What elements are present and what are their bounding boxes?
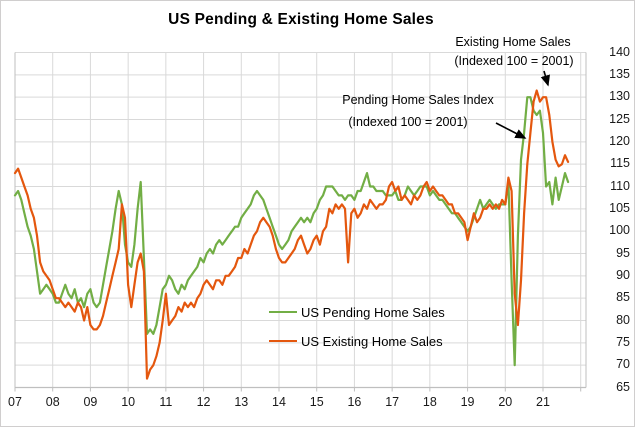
annotation-existing-line1: Existing Home Sales	[455, 35, 571, 49]
y-axis-label: 125	[609, 111, 630, 126]
pending-annotation-arrow	[495, 122, 527, 139]
x-axis-label: 18	[422, 395, 437, 409]
y-axis-label: 140	[609, 44, 630, 59]
y-axis-label: 70	[616, 357, 630, 372]
existing-legend-swatch	[269, 340, 297, 342]
y-axis-label: 100	[609, 223, 630, 238]
legend-item-pending: US Pending Home Sales	[269, 304, 445, 320]
x-axis-label: 07	[8, 395, 22, 409]
pending-series-line	[13, 96, 570, 367]
annotation-pending-line1: Pending Home Sales Index	[342, 93, 494, 107]
y-axis-label: 120	[609, 133, 630, 148]
y-axis-label: 80	[616, 312, 630, 327]
legend-item-existing: US Existing Home Sales	[269, 333, 443, 349]
pending-legend-swatch	[269, 311, 297, 313]
chart-title: US Pending & Existing Home Sales	[168, 11, 434, 28]
x-axis-label: 15	[309, 395, 324, 409]
pending-legend-label: US Pending Home Sales	[301, 304, 445, 320]
x-axis-label: 09	[83, 395, 98, 409]
y-axis-label: 90	[616, 267, 630, 282]
x-axis-label: 08	[45, 395, 60, 409]
y-axis-label: 95	[616, 245, 630, 260]
x-axis-label: 14	[272, 395, 286, 409]
x-axis-label: 13	[234, 395, 249, 409]
x-axis-label: 19	[460, 395, 475, 409]
y-axis-label: 135	[609, 66, 630, 81]
y-axis-label: 85	[616, 290, 630, 305]
annotation-existing-line2: (Indexed 100 = 2001)	[454, 54, 574, 68]
y-axis-label: 130	[609, 89, 630, 104]
x-axis-label: 12	[196, 395, 211, 409]
y-axis-label: 115	[610, 156, 630, 171]
x-axis-label: 20	[498, 395, 513, 409]
existing-series-line	[13, 89, 570, 380]
x-axis-label: 17	[385, 395, 400, 409]
y-axis-label: 75	[616, 334, 630, 349]
x-axis-label: 10	[121, 395, 136, 409]
existing-annotation-arrow	[540, 70, 550, 87]
existing-legend-label: US Existing Home Sales	[301, 333, 443, 349]
x-axis-label: 16	[347, 395, 362, 409]
x-axis-label: 21	[536, 395, 550, 409]
annotation-pending-line2: (Indexed 100 = 2001)	[348, 115, 468, 129]
y-axis-label: 105	[609, 200, 630, 215]
x-axis-label: 11	[159, 395, 173, 409]
y-axis-label: 110	[610, 178, 630, 193]
y-axis-label: 65	[616, 379, 630, 394]
